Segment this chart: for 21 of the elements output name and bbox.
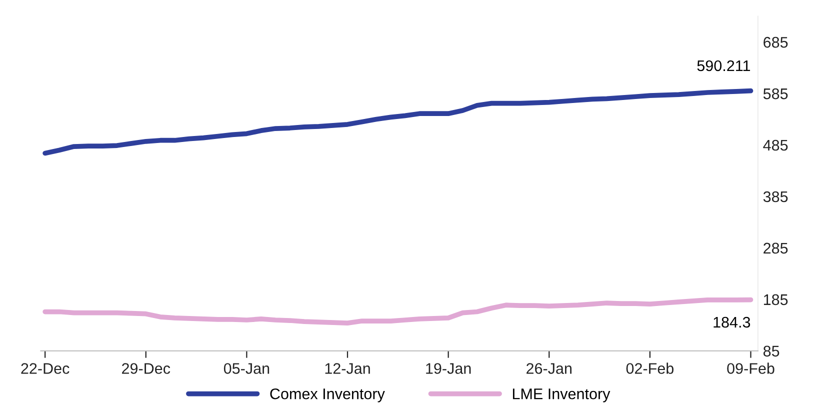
line-series: [42, 297, 754, 326]
y-tick-label: 85: [763, 346, 780, 357]
legend-label: Comex Inventory: [270, 388, 385, 402]
x-tick-label: 05-Jan: [224, 363, 270, 374]
x-tick-label: 19-Jan: [426, 363, 471, 374]
y-tick-label: 185: [764, 294, 788, 306]
y-tick-label: 385: [763, 191, 788, 202]
y-tick-label: 585: [763, 88, 788, 100]
y-tick-label: 685: [764, 36, 788, 48]
y-tick-label: 285: [764, 242, 788, 254]
x-tick-label: 29-Dec: [122, 363, 170, 374]
y-tick-label: 485: [763, 140, 788, 151]
legend-label: LME Inventory: [512, 388, 610, 402]
x-tick-label: 22-Dec: [21, 363, 70, 374]
x-tick-label: 02-Feb: [626, 362, 674, 374]
x-tick-label: 09-Feb: [727, 362, 774, 374]
line-series: [42, 88, 754, 156]
x-tick-label: 12-Jan: [325, 363, 370, 374]
x-tick-label: 26-Jan: [526, 363, 572, 374]
annotation: 590.211: [697, 60, 750, 72]
annotation: 184.3: [714, 316, 750, 328]
